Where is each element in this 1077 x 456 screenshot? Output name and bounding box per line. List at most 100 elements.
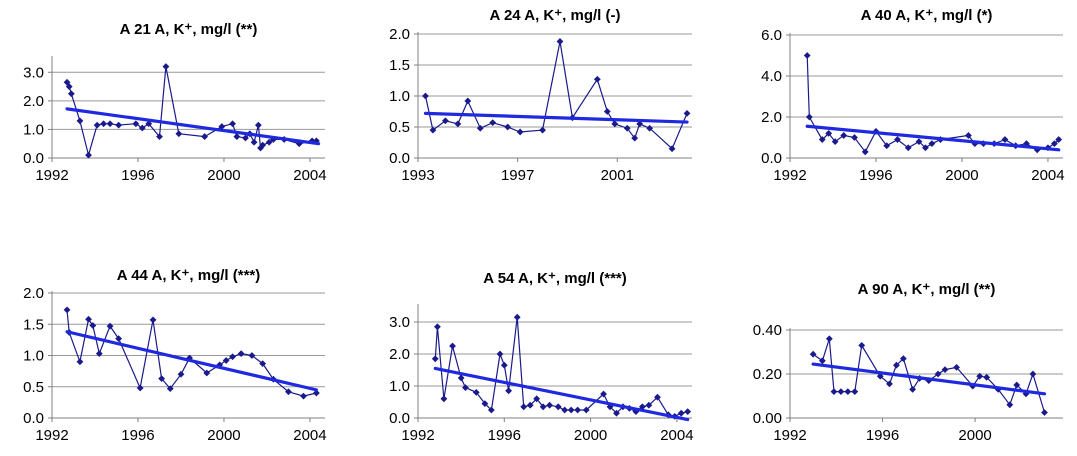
chart-title: A 21 A, K⁺, mg/l (**): [120, 21, 258, 38]
data-point: [645, 401, 653, 409]
y-tick-label: 0.5: [23, 379, 44, 396]
data-point: [904, 144, 912, 152]
y-tick-label: 0.20: [753, 366, 782, 383]
data-point: [457, 374, 465, 382]
chart-panel-2: 0.0 0.5 1.0 1.5 2.0 1993 1997 2001 A 24 A, K⁺, m…: [389, 7, 692, 184]
data-point: [149, 316, 157, 324]
data-point: [106, 120, 114, 128]
y-tick-label: 0.0: [389, 410, 410, 427]
data-point: [132, 120, 140, 128]
data-point: [593, 75, 601, 83]
data-point: [496, 350, 504, 358]
y-tick-label: 1.5: [23, 316, 44, 333]
data-point: [449, 342, 456, 350]
x-tick-label: 2000: [574, 427, 607, 444]
data-point: [582, 406, 590, 414]
data-point: [93, 121, 101, 129]
x-tick-label: 1992: [401, 427, 434, 444]
data-point: [965, 132, 972, 139]
y-tick-label: 0.0: [23, 150, 44, 167]
data-point: [803, 52, 811, 59]
trend-line: [65, 107, 321, 146]
y-tick-label: 2.0: [761, 109, 782, 126]
data-point: [65, 83, 73, 90]
data-point: [242, 134, 249, 142]
y-tick-label: 2.0: [23, 93, 44, 110]
chart-panel-6: 0.00 0.20 0.40 1992 1996 2000 A 90 A, K⁺, mg/l…: [753, 281, 1063, 444]
chart-panel-4: 0.0 0.5 1.0 1.5 2.0 1992 1996 2000 2004 A 44 A, K…: [23, 267, 326, 444]
x-tick-label: 2004: [660, 427, 693, 444]
y-tick-label: 1.0: [389, 88, 410, 105]
data-point: [175, 130, 183, 138]
data-point: [941, 366, 949, 373]
data-point: [526, 401, 534, 409]
x-tick-label: 2001: [601, 167, 634, 184]
data-point: [636, 120, 644, 128]
x-tick-label: 2004: [293, 167, 326, 184]
data-point: [285, 388, 292, 396]
data-point: [504, 123, 512, 131]
data-point: [203, 369, 211, 377]
data-point: [237, 350, 245, 358]
data-point: [166, 385, 174, 393]
series-line: [66, 66, 317, 158]
data-point: [106, 322, 114, 330]
y-tick-label: 1.0: [23, 348, 44, 365]
x-tick-label: 1993: [401, 167, 434, 184]
data-point: [567, 406, 575, 414]
x-tick-label: 1996: [121, 167, 154, 184]
data-point: [218, 123, 226, 130]
data-point: [1041, 409, 1048, 416]
data-point: [825, 130, 833, 137]
y-tick-label: 0.00: [753, 410, 782, 427]
data-point: [539, 403, 547, 411]
data-point: [805, 113, 813, 121]
data-point: [574, 406, 582, 414]
data-point: [561, 406, 569, 414]
y-tick-label: 0.5: [389, 119, 410, 136]
data-point: [422, 92, 429, 100]
data-point: [837, 388, 845, 395]
data-point: [899, 355, 907, 362]
data-point: [308, 137, 316, 145]
x-tick-label: 2000: [945, 167, 978, 184]
x-tick-label: 2004: [293, 427, 326, 444]
y-tick-label: 0.0: [389, 150, 410, 167]
data-point: [861, 148, 869, 156]
data-point: [265, 138, 273, 146]
data-point: [886, 380, 893, 388]
data-point: [429, 126, 437, 134]
data-point: [63, 306, 71, 314]
chart-title: A 40 A, K⁺, mg/l (*): [861, 7, 993, 24]
data-point: [928, 140, 936, 148]
data-point: [668, 145, 676, 153]
data-point: [462, 384, 469, 391]
data-point: [500, 361, 508, 369]
data-point: [233, 133, 241, 140]
data-point: [177, 370, 185, 378]
data-point: [229, 120, 236, 128]
data-point: [201, 133, 209, 140]
data-point: [1051, 140, 1058, 148]
data-point: [683, 109, 691, 117]
data-point: [1033, 146, 1041, 154]
x-tick-label: 2004: [1031, 167, 1064, 184]
data-point: [840, 132, 848, 139]
data-point: [505, 387, 513, 395]
data-point: [934, 370, 942, 378]
y-tick-label: 6.0: [761, 27, 782, 44]
data-point: [138, 124, 146, 132]
y-tick-label: 2.0: [389, 346, 410, 363]
series-line: [424, 41, 688, 150]
x-tick-label: 1996: [488, 427, 521, 444]
data-point: [76, 358, 84, 366]
y-tick-label: 1.5: [389, 57, 410, 74]
y-tick-label: 1.0: [389, 378, 410, 395]
data-point: [67, 90, 75, 98]
data-point: [556, 38, 564, 45]
data-point: [216, 361, 224, 369]
data-point: [677, 409, 685, 417]
x-tick-label: 1997: [501, 167, 534, 184]
data-point: [76, 117, 84, 125]
data-point: [520, 403, 528, 411]
